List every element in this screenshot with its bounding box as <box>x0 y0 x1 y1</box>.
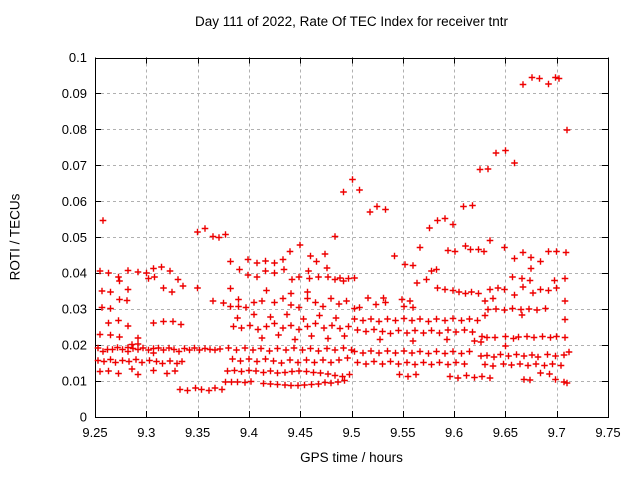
y-tick-label: 0.04 <box>62 266 87 281</box>
y-tick-label: 0.08 <box>62 122 87 137</box>
y-tick-label: 0.06 <box>62 194 87 209</box>
y-tick-label: 0.02 <box>62 338 87 353</box>
chart-title: Day 111 of 2022, Rate Of TEC Index for r… <box>195 14 508 29</box>
y-tick-label: 0 <box>80 410 87 425</box>
y-tick-label: 0.03 <box>62 302 87 317</box>
data-points <box>94 74 573 394</box>
x-tick-label: 9.55 <box>390 425 415 440</box>
y-tick-labels: 0 0.01 0.02 0.03 0.04 0.05 0.06 0.07 0.08 0.09 0.1 <box>62 50 87 425</box>
x-tick-label: 9.3 <box>137 425 155 440</box>
y-tick-label: 0.01 <box>62 374 87 389</box>
x-tick-label: 9.7 <box>548 425 566 440</box>
x-tick-label: 9.4 <box>240 425 258 440</box>
x-tick-labels: 9.25 9.3 9.35 9.4 9.45 9.5 9.55 9.6 9.65 9.7 9.75 <box>82 425 620 440</box>
y-tick-label: 0.05 <box>62 230 87 245</box>
y-tick-label: 0.1 <box>69 50 87 65</box>
x-tick-label: 9.6 <box>445 425 463 440</box>
x-tick-label: 9.35 <box>185 425 210 440</box>
y-tick-label: 0.07 <box>62 158 87 173</box>
x-tick-label: 9.45 <box>288 425 313 440</box>
x-tick-label: 9.65 <box>493 425 518 440</box>
x-tick-label: 9.5 <box>342 425 360 440</box>
x-axis-label: GPS time / hours <box>300 450 403 465</box>
y-tick-label: 0.09 <box>62 86 87 101</box>
axis-ticks <box>95 57 609 418</box>
x-tick-label: 9.25 <box>82 425 107 440</box>
x-tick-label: 9.75 <box>595 425 620 440</box>
grid-lines <box>95 57 608 417</box>
